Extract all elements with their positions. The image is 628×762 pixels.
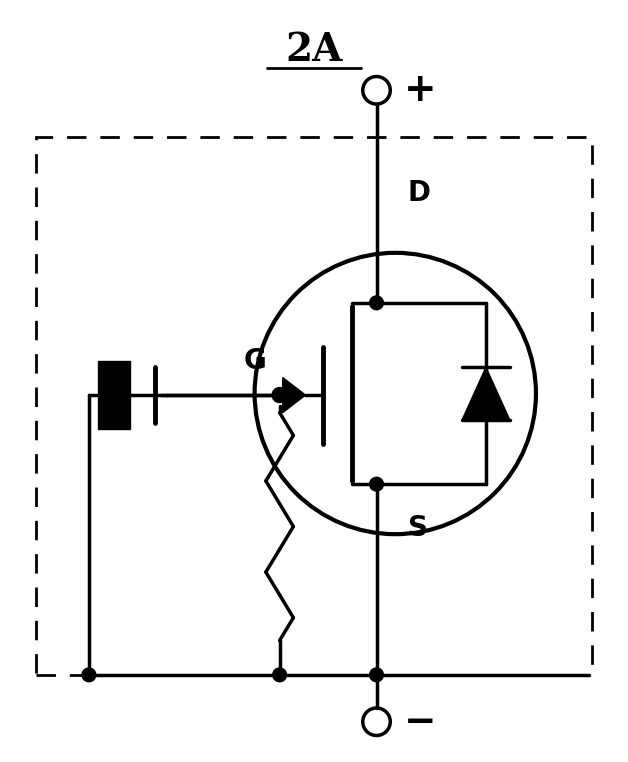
Text: D: D: [408, 179, 431, 207]
Bar: [99, 360, 129, 430]
Polygon shape: [462, 367, 510, 420]
Polygon shape: [283, 377, 305, 412]
Text: S: S: [408, 514, 428, 542]
Circle shape: [272, 388, 287, 402]
Text: −: −: [404, 703, 436, 741]
Circle shape: [273, 668, 286, 682]
Bar: [36, 137, 592, 675]
Circle shape: [370, 668, 384, 682]
Text: +: +: [404, 72, 436, 109]
Circle shape: [370, 477, 384, 491]
Text: G: G: [243, 347, 266, 375]
Circle shape: [82, 668, 96, 682]
Circle shape: [370, 296, 384, 309]
Text: 2A: 2A: [285, 30, 343, 69]
